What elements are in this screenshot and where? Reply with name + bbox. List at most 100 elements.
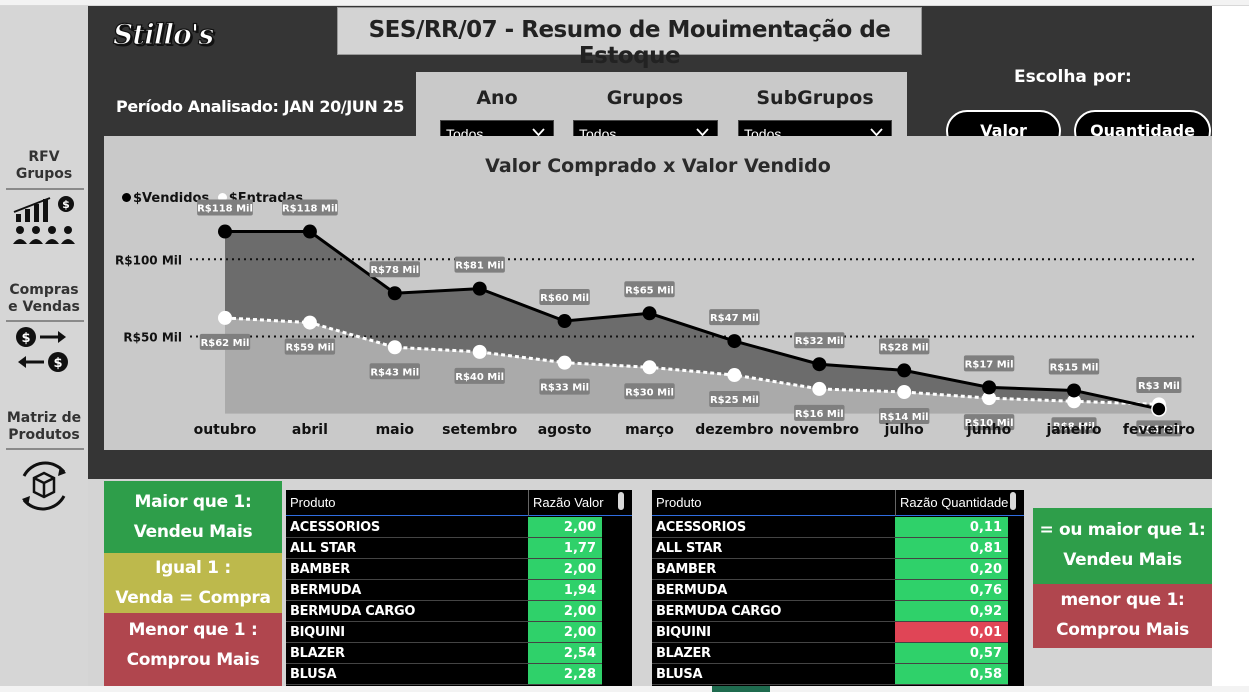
table-row[interactable]: BERMUDA 1,94 (286, 580, 602, 601)
vendidos-line (225, 230, 1160, 411)
entradas-data-label: R$14 Mil (880, 412, 929, 423)
ratio-value: 0,92 (895, 601, 1008, 621)
x-tick-label: maio (376, 422, 415, 438)
column-header[interactable]: Razão Valor (533, 495, 604, 510)
nav-label-line2: e Vendas (8, 299, 80, 315)
filter-label-ano: Ano (476, 87, 518, 109)
vendidos-data-label: R$28 Mil (880, 342, 929, 353)
ratio-value: 2,28 (528, 664, 602, 684)
entradas-area (225, 317, 1159, 414)
table-row[interactable]: BAMBER 2,00 (286, 559, 602, 580)
ratio-value: 0,81 (895, 538, 1008, 558)
nav-matriz-produtos[interactable]: Matriz de Produtos (0, 410, 88, 444)
table-row[interactable]: BAMBER 0,20 (652, 559, 1008, 580)
chart-legend: $Vendidos $Entradas (122, 191, 303, 206)
reference-line-label: R$100 Mil (115, 253, 182, 267)
table-row[interactable]: BLUSA 0,58 (652, 664, 1008, 685)
entradas-data-label: R$25 Mil (710, 395, 759, 406)
nav-compras-vendas[interactable]: Compras e Vendas (0, 282, 88, 316)
vendidos-data-label: R$118 Mil (282, 204, 338, 215)
vendidos-data-label-bg (794, 332, 845, 349)
legend-box-line2: Vendeu Mais (133, 522, 253, 542)
reference-line-label: R$50 Mil (123, 330, 182, 344)
table-row[interactable]: ACESSORIOS 2,00 (286, 517, 602, 538)
vendidos-point (1151, 401, 1167, 417)
entradas-data-label: R$10 Mil (965, 418, 1014, 429)
legend-box-menor-que-1: menor que 1: Comprou Mais (1033, 584, 1212, 648)
table-row[interactable]: BLUSA 2,28 (286, 664, 602, 685)
ratio-value: 1,77 (528, 538, 602, 558)
entradas-data-label-bg (879, 407, 930, 424)
table-row[interactable]: BERMUDA CARGO 0,92 (652, 601, 1008, 622)
choose-label: Escolha por: (1014, 67, 1132, 87)
ratio-value: 2,00 (528, 517, 602, 537)
vendidos-data-label-bg (879, 338, 930, 355)
vendidos-point (727, 334, 742, 349)
svg-text:$: $ (53, 356, 62, 371)
entradas-data-label: R$59 Mil (285, 343, 334, 354)
chevron-down-icon (532, 128, 545, 137)
table-row[interactable]: ALL STAR 1,77 (286, 538, 602, 559)
table-razao-valor[interactable]: Produto Razão Valor ACESSORIOS 2,00 ALL STAR… (286, 490, 632, 686)
vendidos-point (812, 357, 827, 372)
legend-box-line1: menor que 1: (1060, 590, 1185, 610)
product-name: BLUSA (290, 667, 337, 682)
growth-chart-people-icon[interactable]: $ (10, 194, 78, 250)
page-title: SES/RR/07 - Resumo de Mouimentação de Es… (368, 17, 891, 69)
nav-rfv-grupos[interactable]: RFV Grupos (0, 149, 88, 183)
product-name: BERMUDA (656, 583, 728, 598)
product-name: ALL STAR (656, 541, 723, 556)
entradas-data-label: R$30 Mil (625, 387, 674, 398)
x-tick-label: julho (884, 422, 925, 438)
product-box-cycle-icon[interactable] (14, 458, 74, 514)
right-margin (1212, 6, 1249, 686)
ratio-value: 0,11 (895, 517, 1008, 537)
entradas-point (642, 360, 657, 375)
entradas-data-label-bg (624, 383, 675, 400)
entradas-point (218, 310, 232, 325)
nav-label-line1: RFV (28, 149, 60, 165)
table-razao-quantidade[interactable]: Produto Razão Quantidade ACESSORIOS 0,11 ALL… (652, 490, 1024, 686)
column-header[interactable]: Produto (290, 495, 336, 510)
ratio-value: 0,20 (895, 559, 1008, 579)
table-scrollbar[interactable] (1010, 492, 1016, 510)
table-row[interactable]: BLAZER 2,54 (286, 643, 602, 664)
entradas-point (302, 315, 317, 330)
active-page-tab[interactable] (712, 686, 770, 692)
entradas-data-label-bg (1051, 417, 1097, 434)
table-row[interactable]: BERMUDA CARGO 2,00 (286, 601, 602, 622)
product-name: BLAZER (656, 646, 711, 661)
entradas-point (897, 384, 912, 399)
entradas-data-label-bg (963, 414, 1015, 431)
legend-box-comprou-mais: Menor que 1 : Comprou Mais (104, 613, 282, 686)
table-row[interactable]: BIQUINI 0,01 (652, 622, 1008, 643)
ratio-value: 2,00 (528, 559, 602, 579)
x-tick-label: novembro (780, 422, 860, 438)
money-exchange-icon[interactable]: $ $ (12, 325, 72, 375)
svg-text:$: $ (21, 331, 30, 346)
page-tabs-strip (0, 686, 1249, 692)
x-tick-label: fevereiro (1123, 422, 1195, 438)
table-row[interactable]: BLAZER 0,57 (652, 643, 1008, 664)
table-row[interactable]: BIQUINI 2,00 (286, 622, 602, 643)
product-name: BAMBER (290, 562, 350, 577)
table-row[interactable]: BERMUDA 0,76 (652, 580, 1008, 601)
filter-label-subgrupos: SubGrupos (756, 87, 874, 109)
column-header[interactable]: Razão Quantidade (900, 495, 1009, 510)
column-separator (528, 490, 529, 516)
table-scrollbar[interactable] (618, 492, 624, 510)
x-tick-label: março (625, 422, 674, 438)
brand-logo: Stillo's (112, 17, 214, 51)
table-row[interactable]: ALL STAR 0,81 (652, 538, 1008, 559)
top-toolbar-strip (0, 0, 1249, 6)
x-tick-label: abril (292, 422, 328, 438)
legend-box-venda-igual-compra: Igual 1 : Venda = Compra (104, 553, 282, 613)
vendidos-point (302, 224, 317, 239)
column-header[interactable]: Produto (656, 495, 702, 510)
table-row[interactable]: ACESSORIOS 0,11 (652, 517, 1008, 538)
vendidos-data-label: R$118 Mil (197, 204, 253, 215)
period-label: Período Analisado: JAN 20/JUN 25 (116, 97, 405, 116)
vendidos-point (1067, 383, 1081, 398)
x-tick-label: outubro (194, 422, 257, 438)
